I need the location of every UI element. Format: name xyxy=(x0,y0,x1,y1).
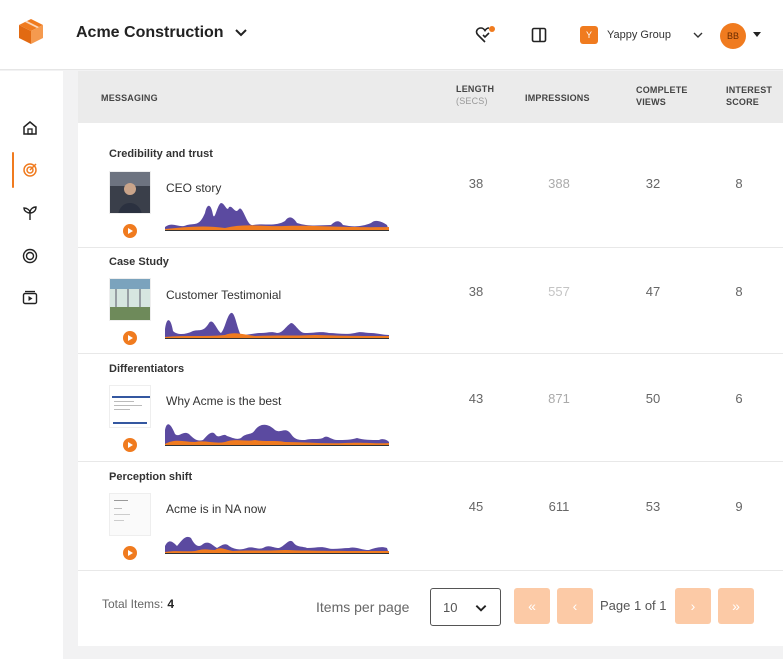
sidebar-item-campaigns[interactable] xyxy=(20,160,40,180)
total-items-label: Total Items: xyxy=(102,597,164,611)
group-name: Yappy Group xyxy=(607,29,672,41)
column-length[interactable]: LENGTH (SECS) xyxy=(456,83,494,107)
engagement-sparkline xyxy=(165,312,389,339)
column-complete-views[interactable]: COMPLETE VIEWS xyxy=(636,84,688,108)
group-switcher[interactable]: Y Yappy Group xyxy=(580,26,704,44)
first-page-button[interactable]: « xyxy=(514,588,550,624)
video-thumbnail[interactable] xyxy=(109,493,151,536)
sidebar-item-growth[interactable] xyxy=(20,203,40,223)
thumbnail-image xyxy=(110,279,150,320)
column-interest-line2: SCORE xyxy=(726,97,760,107)
table-row[interactable]: Credibility and trust CEO story 38 388 3… xyxy=(78,123,783,248)
next-page-button[interactable]: › xyxy=(675,588,711,624)
engagement-sparkline xyxy=(165,424,389,446)
acme-logo-icon[interactable] xyxy=(17,17,45,45)
cell-interest-score: 8 xyxy=(735,176,743,191)
total-items: Total Items: 4 xyxy=(102,597,174,611)
heart-check-icon xyxy=(475,26,495,43)
cell-interest-score: 6 xyxy=(735,391,743,406)
column-complete-views-line1: COMPLETE xyxy=(636,85,688,95)
company-name: Acme Construction xyxy=(76,24,224,41)
cell-complete-views: 50 xyxy=(645,391,661,406)
row-category: Differentiators xyxy=(109,363,185,375)
sidebar-item-home[interactable] xyxy=(20,118,40,138)
cell-length: 43 xyxy=(468,391,484,406)
cell-impressions: 557 xyxy=(548,284,570,299)
table-row[interactable]: Differentiators Why Acme is the best 43 … xyxy=(78,354,783,462)
cell-length: 38 xyxy=(468,176,484,191)
cell-interest-score: 8 xyxy=(735,284,743,299)
sidebar-item-videos[interactable] xyxy=(20,288,40,308)
home-icon xyxy=(23,121,37,135)
thumbnail-image xyxy=(110,494,150,535)
total-items-value: 4 xyxy=(167,597,175,611)
cell-length: 38 xyxy=(468,284,484,299)
column-length-unit: (SECS) xyxy=(456,96,488,106)
engagement-sparkline xyxy=(165,203,389,231)
video-thumbnail[interactable] xyxy=(109,278,151,321)
caret-down-icon[interactable] xyxy=(753,32,761,37)
column-length-label: LENGTH xyxy=(456,84,495,94)
chevron-down-icon xyxy=(234,29,247,37)
row-category: Case Study xyxy=(109,256,169,268)
sidebar xyxy=(0,71,63,659)
column-complete-views-line2: VIEWS xyxy=(636,97,667,107)
video-name[interactable]: CEO story xyxy=(166,181,222,195)
cell-interest-score: 9 xyxy=(735,499,743,514)
circle-icon xyxy=(22,248,38,264)
items-per-page-label: Items per page xyxy=(316,599,410,615)
table-row[interactable]: Case Study Customer Testimonial 38 557 4… xyxy=(78,248,783,354)
items-per-page-select[interactable]: 10 xyxy=(430,588,501,626)
group-badge: Y xyxy=(580,26,598,44)
video-icon xyxy=(22,290,38,305)
top-bar: Acme Construction Y Yappy Group BB xyxy=(0,0,783,70)
thumbnail-image xyxy=(110,386,150,427)
video-name[interactable]: Why Acme is the best xyxy=(166,394,282,408)
engagement-sparkline xyxy=(165,536,389,554)
panel-toggle-button[interactable] xyxy=(528,24,550,46)
prev-page-button[interactable]: ‹ xyxy=(557,588,593,624)
row-category: Perception shift xyxy=(109,471,193,483)
active-indicator xyxy=(12,152,14,188)
messaging-table: MESSAGING LENGTH (SECS) IMPRESSIONS COMP… xyxy=(78,71,783,646)
column-interest-score[interactable]: INTEREST SCORE xyxy=(726,84,772,108)
play-button[interactable] xyxy=(123,438,137,452)
items-per-page-value: 10 xyxy=(443,600,458,615)
cell-complete-views: 47 xyxy=(645,284,661,299)
last-page-button[interactable]: » xyxy=(718,588,754,624)
video-name[interactable]: Acme is in NA now xyxy=(166,502,267,516)
cell-impressions: 611 xyxy=(548,499,570,514)
cell-complete-views: 53 xyxy=(645,499,661,514)
table-row[interactable]: Perception shift Acme is in NA now 45 61… xyxy=(78,462,783,571)
video-thumbnail[interactable] xyxy=(109,171,151,214)
play-button[interactable] xyxy=(123,224,137,238)
pagination-footer: Total Items: 4 Items per page 10 « ‹ Page… xyxy=(78,571,783,646)
play-button[interactable] xyxy=(123,546,137,560)
video-thumbnail[interactable] xyxy=(109,385,151,428)
chevron-down-icon xyxy=(693,32,703,38)
notification-dot xyxy=(489,26,495,32)
user-avatar[interactable]: BB xyxy=(720,23,746,49)
table-header: MESSAGING LENGTH (SECS) IMPRESSIONS COMP… xyxy=(78,71,783,123)
sidebar-item-targets[interactable] xyxy=(20,246,40,266)
column-messaging[interactable]: MESSAGING xyxy=(101,93,158,103)
video-name[interactable]: Customer Testimonial xyxy=(166,288,282,302)
favorites-button[interactable] xyxy=(474,24,496,46)
thumbnail-image xyxy=(110,172,150,213)
cell-impressions: 871 xyxy=(548,391,570,406)
chevron-down-icon xyxy=(475,605,487,612)
play-button[interactable] xyxy=(123,331,137,345)
plant-icon xyxy=(23,206,37,220)
company-switcher[interactable]: Acme Construction xyxy=(76,24,248,42)
cell-impressions: 388 xyxy=(548,176,570,191)
column-impressions[interactable]: IMPRESSIONS xyxy=(525,93,590,103)
page-info: Page 1 of 1 xyxy=(600,598,667,613)
cell-length: 45 xyxy=(468,499,484,514)
row-category: Credibility and trust xyxy=(109,148,213,160)
side-panel-icon xyxy=(531,27,547,43)
cell-complete-views: 32 xyxy=(645,176,661,191)
column-interest-line1: INTEREST xyxy=(726,85,773,95)
target-icon xyxy=(23,163,37,177)
